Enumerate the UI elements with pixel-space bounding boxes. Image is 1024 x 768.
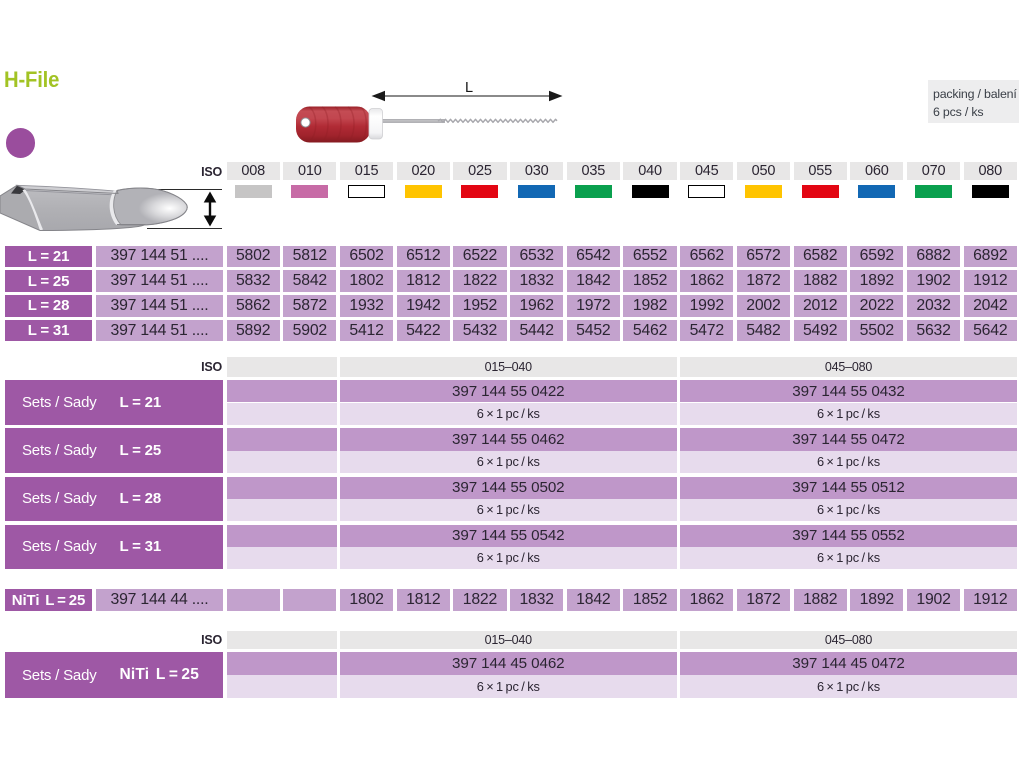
svg-text:L: L [465,80,473,96]
